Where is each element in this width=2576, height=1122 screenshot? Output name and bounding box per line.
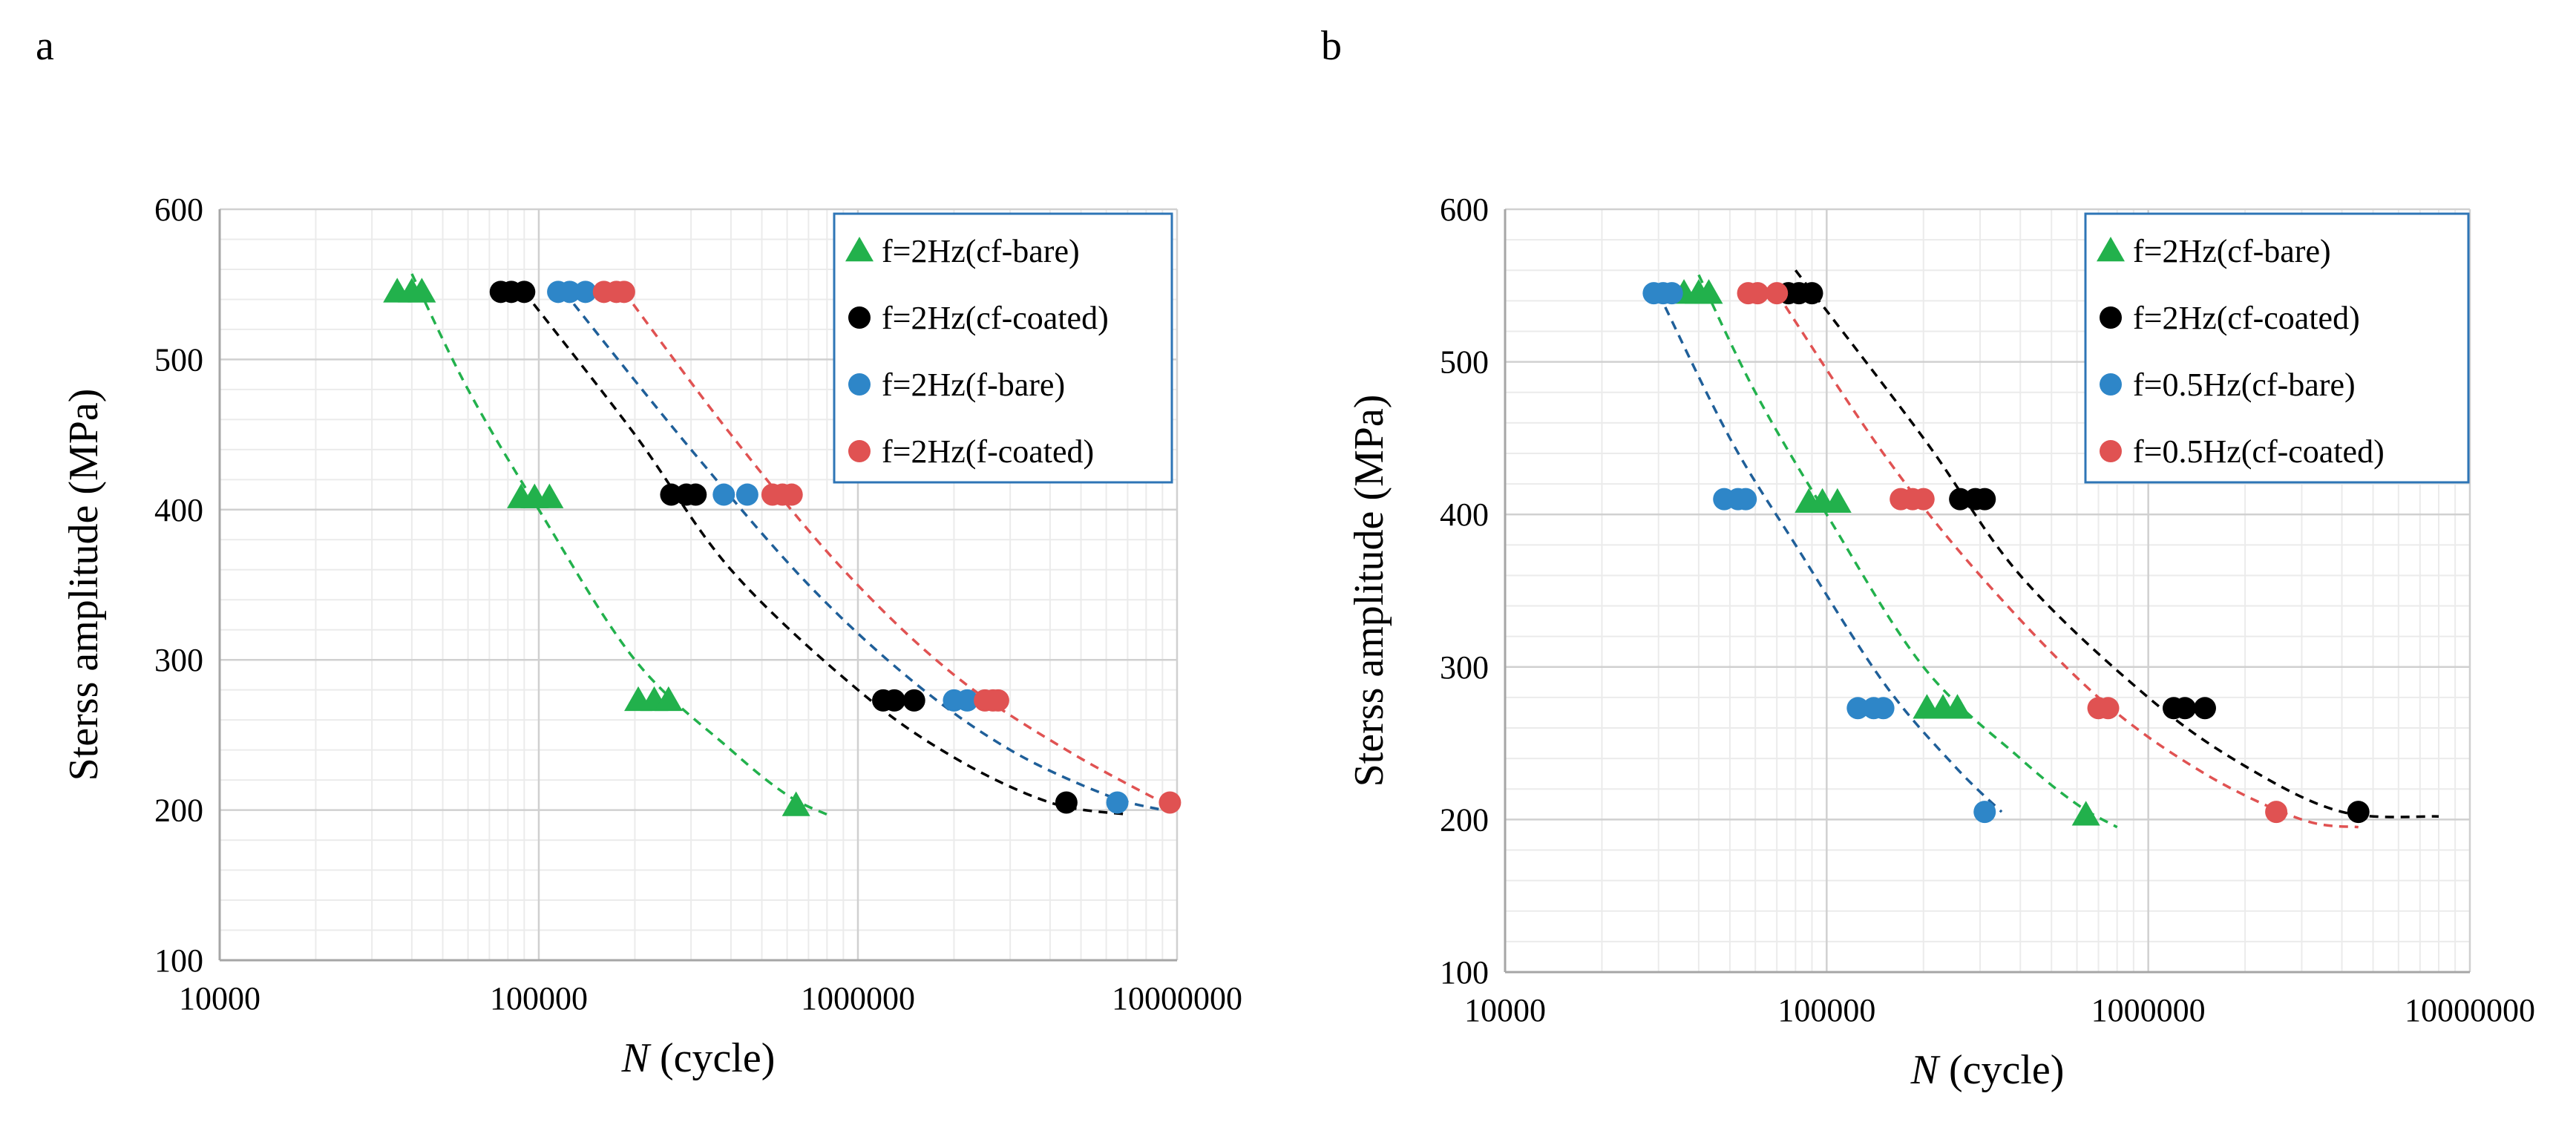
chart-a-series-3-point — [986, 689, 1009, 712]
chart-a-x-axis-title: N (cycle) — [621, 1035, 776, 1081]
chart-b-legend-marker-1 — [2100, 306, 2122, 329]
panel-a-letter: a — [36, 23, 54, 69]
chart-a-x-tick-label: 100000 — [490, 980, 588, 1017]
chart-a-series-2-trendline — [563, 291, 1163, 812]
chart-a-series-2-point — [735, 483, 758, 506]
chart-a-legend-marker-1 — [848, 306, 871, 329]
chart-b-series-0-point — [1694, 279, 1723, 304]
chart-a-series-1-trendline — [522, 291, 1128, 816]
panel-b-letter: b — [1321, 23, 1342, 69]
chart-b-legend — [2084, 212, 2470, 484]
chart-b-x-tick-label: 10000000 — [2405, 992, 2535, 1028]
chart-b-series-2-trendline — [1657, 292, 2003, 813]
chart-a-series-0-point — [535, 483, 564, 508]
chart-a-y-tick-label: 100 — [154, 942, 203, 979]
chart-a-legend-label-2: f=2Hz(f-bare) — [882, 367, 1065, 403]
chart-a-x-tick-label: 1000000 — [801, 980, 915, 1017]
chart-b-x-tick-label: 10000 — [1464, 992, 1546, 1028]
chart-b-series-3-trendline — [1775, 292, 2359, 829]
chart-b-series-0-point — [1823, 488, 1852, 514]
chart-b-series-3-point — [2265, 801, 2288, 824]
chart-a-y-tick-label: 600 — [154, 191, 203, 228]
chart-b-y-tick-label: 200 — [1440, 801, 1489, 838]
chart-b-series-1-point — [1973, 488, 1996, 511]
chart-b-series-2-point — [1872, 697, 1895, 720]
chart-a-series-1-point — [684, 483, 707, 506]
chart-b-legend-label-1: f=2Hz(cf-coated) — [2133, 300, 2360, 336]
chart-b-series-0-trendline — [1697, 274, 2118, 829]
chart-a-series-2-point — [558, 280, 581, 304]
chart-b: 10000 100000 1000000 10000000 100 200 300 400 50… — [1346, 191, 2535, 1093]
chart-b-series-1-point — [2174, 697, 2197, 720]
chart-a-series-3-point — [612, 280, 635, 304]
chart-b-x-axis-title: N (cycle) — [1910, 1047, 2065, 1093]
chart-a-legend-label-0: f=2Hz(cf-bare) — [882, 233, 1080, 269]
chart-b-legend-marker-2 — [2100, 373, 2122, 396]
chart-b-x-axis-title-italic: N — [1910, 1047, 1941, 1093]
chart-a-series-0-point — [407, 278, 436, 303]
chart-a-legend-label-3: f=2Hz(f-coated) — [882, 433, 1094, 470]
chart-b-series-1-point — [1800, 282, 1823, 305]
chart-b-series-2-point — [1734, 488, 1757, 511]
chart-b-series-1-point — [2193, 697, 2216, 720]
chart-b-series-2-point — [1973, 801, 1996, 824]
chart-b-legend-label-0: f=2Hz(cf-bare) — [2133, 233, 2331, 269]
chart-a-x-tick-label: 10000000 — [1112, 980, 1242, 1017]
chart-b-series-3-point — [1746, 282, 1769, 305]
chart-a-y-tick-label: 500 — [154, 341, 203, 378]
chart-a-legend — [833, 212, 1173, 484]
chart-b-series-1-trendline — [1794, 269, 2439, 818]
chart-a-series-2-point — [574, 280, 597, 304]
chart-a-x-tick-label: 10000 — [179, 980, 260, 1017]
chart-b-y-tick-label: 100 — [1440, 954, 1489, 991]
chart-a-x-axis-title-rest: (cycle) — [649, 1035, 775, 1081]
chart-a-x-axis-title-italic: N — [621, 1035, 652, 1081]
chart-a-series-1-point — [513, 280, 536, 304]
chart-b-series-0-point — [2071, 801, 2100, 826]
chart-a-y-tick-label: 300 — [154, 642, 203, 678]
chart-b-series-2-point — [1846, 697, 1869, 720]
chart-a: 10000 100000 1000000 10000000 100 200 300 400 50… — [61, 191, 1242, 1081]
chart-b-series-2-point — [1660, 282, 1683, 305]
chart-b-x-axis-title-rest: (cycle) — [1938, 1047, 2064, 1093]
chart-b-x-tick-label: 100000 — [1777, 992, 1875, 1028]
chart-b-series-1-point — [1949, 488, 1972, 511]
chart-a-series-0-point — [781, 791, 810, 816]
chart-b-legend-label-3: f=0.5Hz(cf-coated) — [2133, 433, 2385, 470]
chart-a-legend-label-1: f=2Hz(cf-coated) — [882, 300, 1109, 336]
chart-a-series-3-point — [1158, 791, 1182, 814]
chart-a-series-2-point — [712, 483, 735, 506]
chart-a-y-tick-label: 200 — [154, 793, 203, 829]
chart-b-series-3-point — [1766, 282, 1789, 305]
chart-a-series-0-trendline — [410, 273, 828, 816]
chart-a-legend-marker-2 — [848, 373, 871, 396]
chart-b-series-3-point — [1912, 488, 1935, 511]
chart-a-series-0-point — [654, 686, 683, 712]
chart-a-legend-marker-0 — [845, 237, 874, 262]
chart-b-x-tick-label: 1000000 — [2091, 992, 2206, 1028]
chart-a-series-1-point — [1055, 791, 1078, 814]
chart-a-y-tick-label: 400 — [154, 492, 203, 528]
chart-b-legend-label-2: f=0.5Hz(cf-bare) — [2133, 367, 2356, 403]
chart-b-series-1-point — [2347, 801, 2370, 824]
chart-a-series-1-point — [902, 689, 925, 712]
chart-a-y-axis-title: Sterss amplitude (MPa) — [61, 389, 107, 781]
chart-b-legend-marker-3 — [2100, 440, 2122, 462]
chart-a-series-3-point — [780, 483, 803, 506]
chart-a-legend-marker-3 — [848, 440, 871, 462]
chart-a-series-1-point — [882, 689, 905, 712]
chart-b-series-0-point — [1943, 694, 1972, 719]
chart-b-y-tick-label: 400 — [1440, 496, 1489, 533]
chart-a-series-2-point — [956, 689, 979, 712]
chart-a-series-3-trendline — [623, 291, 1178, 812]
chart-b-y-tick-label: 600 — [1440, 191, 1489, 228]
chart-b-y-axis-title: Sterss amplitude (MPa) — [1346, 395, 1392, 787]
chart-b-y-tick-label: 500 — [1440, 344, 1489, 381]
chart-a-series-2-point — [1106, 791, 1129, 814]
chart-b-y-tick-label: 300 — [1440, 649, 1489, 686]
chart-b-series-3-point — [2097, 697, 2120, 720]
chart-b-legend-marker-0 — [2097, 237, 2125, 262]
